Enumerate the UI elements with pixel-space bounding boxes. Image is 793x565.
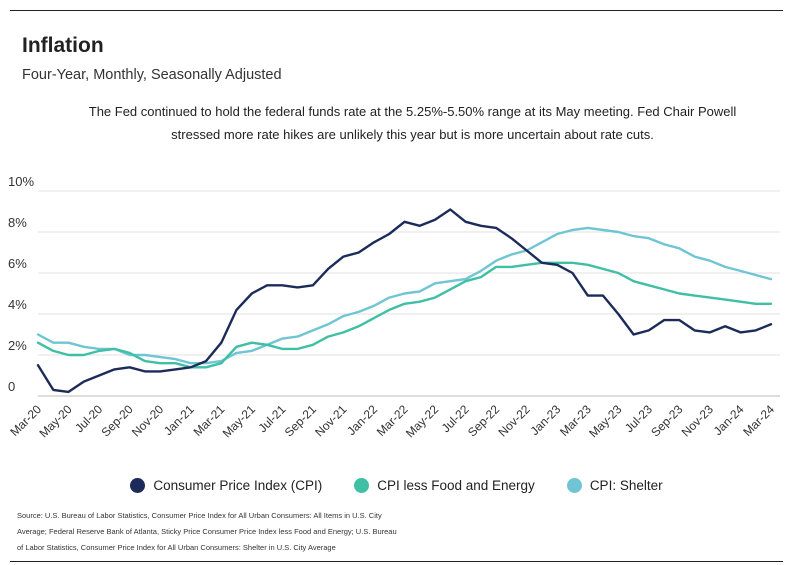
legend: Consumer Price Index (CPI) CPI less Food… bbox=[0, 478, 793, 493]
x-tick-label-10: Nov-21 bbox=[312, 402, 349, 439]
top-rule bbox=[10, 10, 783, 11]
legend-item-core-cpi: CPI less Food and Energy bbox=[354, 478, 535, 493]
x-tick-label-13: May-22 bbox=[403, 402, 441, 440]
legend-label-core-cpi: CPI less Food and Energy bbox=[377, 478, 535, 493]
chart-annotation: The Fed continued to hold the federal fu… bbox=[88, 104, 737, 142]
source-note: Source: U.S. Bureau of Labor Statistics,… bbox=[17, 511, 397, 552]
x-tick-label-17: Jan-23 bbox=[527, 402, 563, 438]
x-tick-label-19: May-23 bbox=[586, 402, 624, 440]
y-tick-label-1: 2% bbox=[8, 338, 27, 353]
series-line-core-cpi bbox=[36, 261, 773, 369]
y-tick-label-5: 10% bbox=[8, 174, 34, 189]
chart-subtitle: Four-Year, Monthly, Seasonally Adjusted bbox=[22, 67, 282, 83]
y-axis: 0 2% 4% 6% 8% 10% bbox=[8, 174, 34, 394]
x-tick-label-3: Sep-20 bbox=[98, 402, 135, 439]
x-axis: Mar-20May-20Jul-20Sep-20Nov-20Jan-21Mar-… bbox=[7, 402, 777, 440]
grid-lines bbox=[38, 190, 780, 397]
series-line-cpi bbox=[36, 208, 773, 394]
chart-title: Inflation bbox=[22, 34, 104, 57]
legend-swatch-core-cpi bbox=[354, 478, 370, 493]
y-tick-label-4: 8% bbox=[8, 215, 27, 230]
bottom-rule bbox=[10, 561, 783, 562]
x-tick-label-4: Nov-20 bbox=[129, 402, 166, 439]
y-tick-label-3: 6% bbox=[8, 256, 27, 271]
legend-swatch-shelter bbox=[566, 478, 582, 493]
series-line-shelter bbox=[36, 226, 773, 365]
x-tick-label-7: May-21 bbox=[220, 402, 258, 440]
y-tick-label-0: 0 bbox=[8, 379, 15, 394]
legend-item-cpi: Consumer Price Index (CPI) bbox=[130, 478, 322, 493]
x-tick-label-24: Mar-24 bbox=[740, 402, 777, 439]
legend-label-shelter: CPI: Shelter bbox=[589, 478, 663, 493]
x-tick-label-21: Sep-23 bbox=[648, 402, 685, 439]
y-tick-label-2: 4% bbox=[8, 297, 27, 312]
x-tick-label-15: Sep-22 bbox=[465, 402, 502, 439]
legend-swatch-cpi bbox=[130, 478, 146, 493]
x-tick-label-1: May-20 bbox=[36, 402, 74, 440]
line-chart: 0 2% 4% 6% 8% 10% Mar-20May-20Jul-20Sep-20Nov… bbox=[7, 174, 780, 440]
x-tick-label-16: Nov-22 bbox=[496, 402, 533, 439]
x-tick-label-11: Jan-22 bbox=[344, 402, 380, 438]
x-tick-label-5: Jan-21 bbox=[161, 402, 197, 438]
legend-item-shelter: CPI: Shelter bbox=[566, 478, 663, 493]
x-tick-label-22: Nov-23 bbox=[679, 402, 716, 439]
series-lines bbox=[36, 208, 773, 394]
x-tick-label-23: Jan-24 bbox=[711, 402, 747, 438]
legend-label-cpi: Consumer Price Index (CPI) bbox=[153, 478, 323, 493]
x-tick-label-9: Sep-21 bbox=[282, 402, 319, 439]
